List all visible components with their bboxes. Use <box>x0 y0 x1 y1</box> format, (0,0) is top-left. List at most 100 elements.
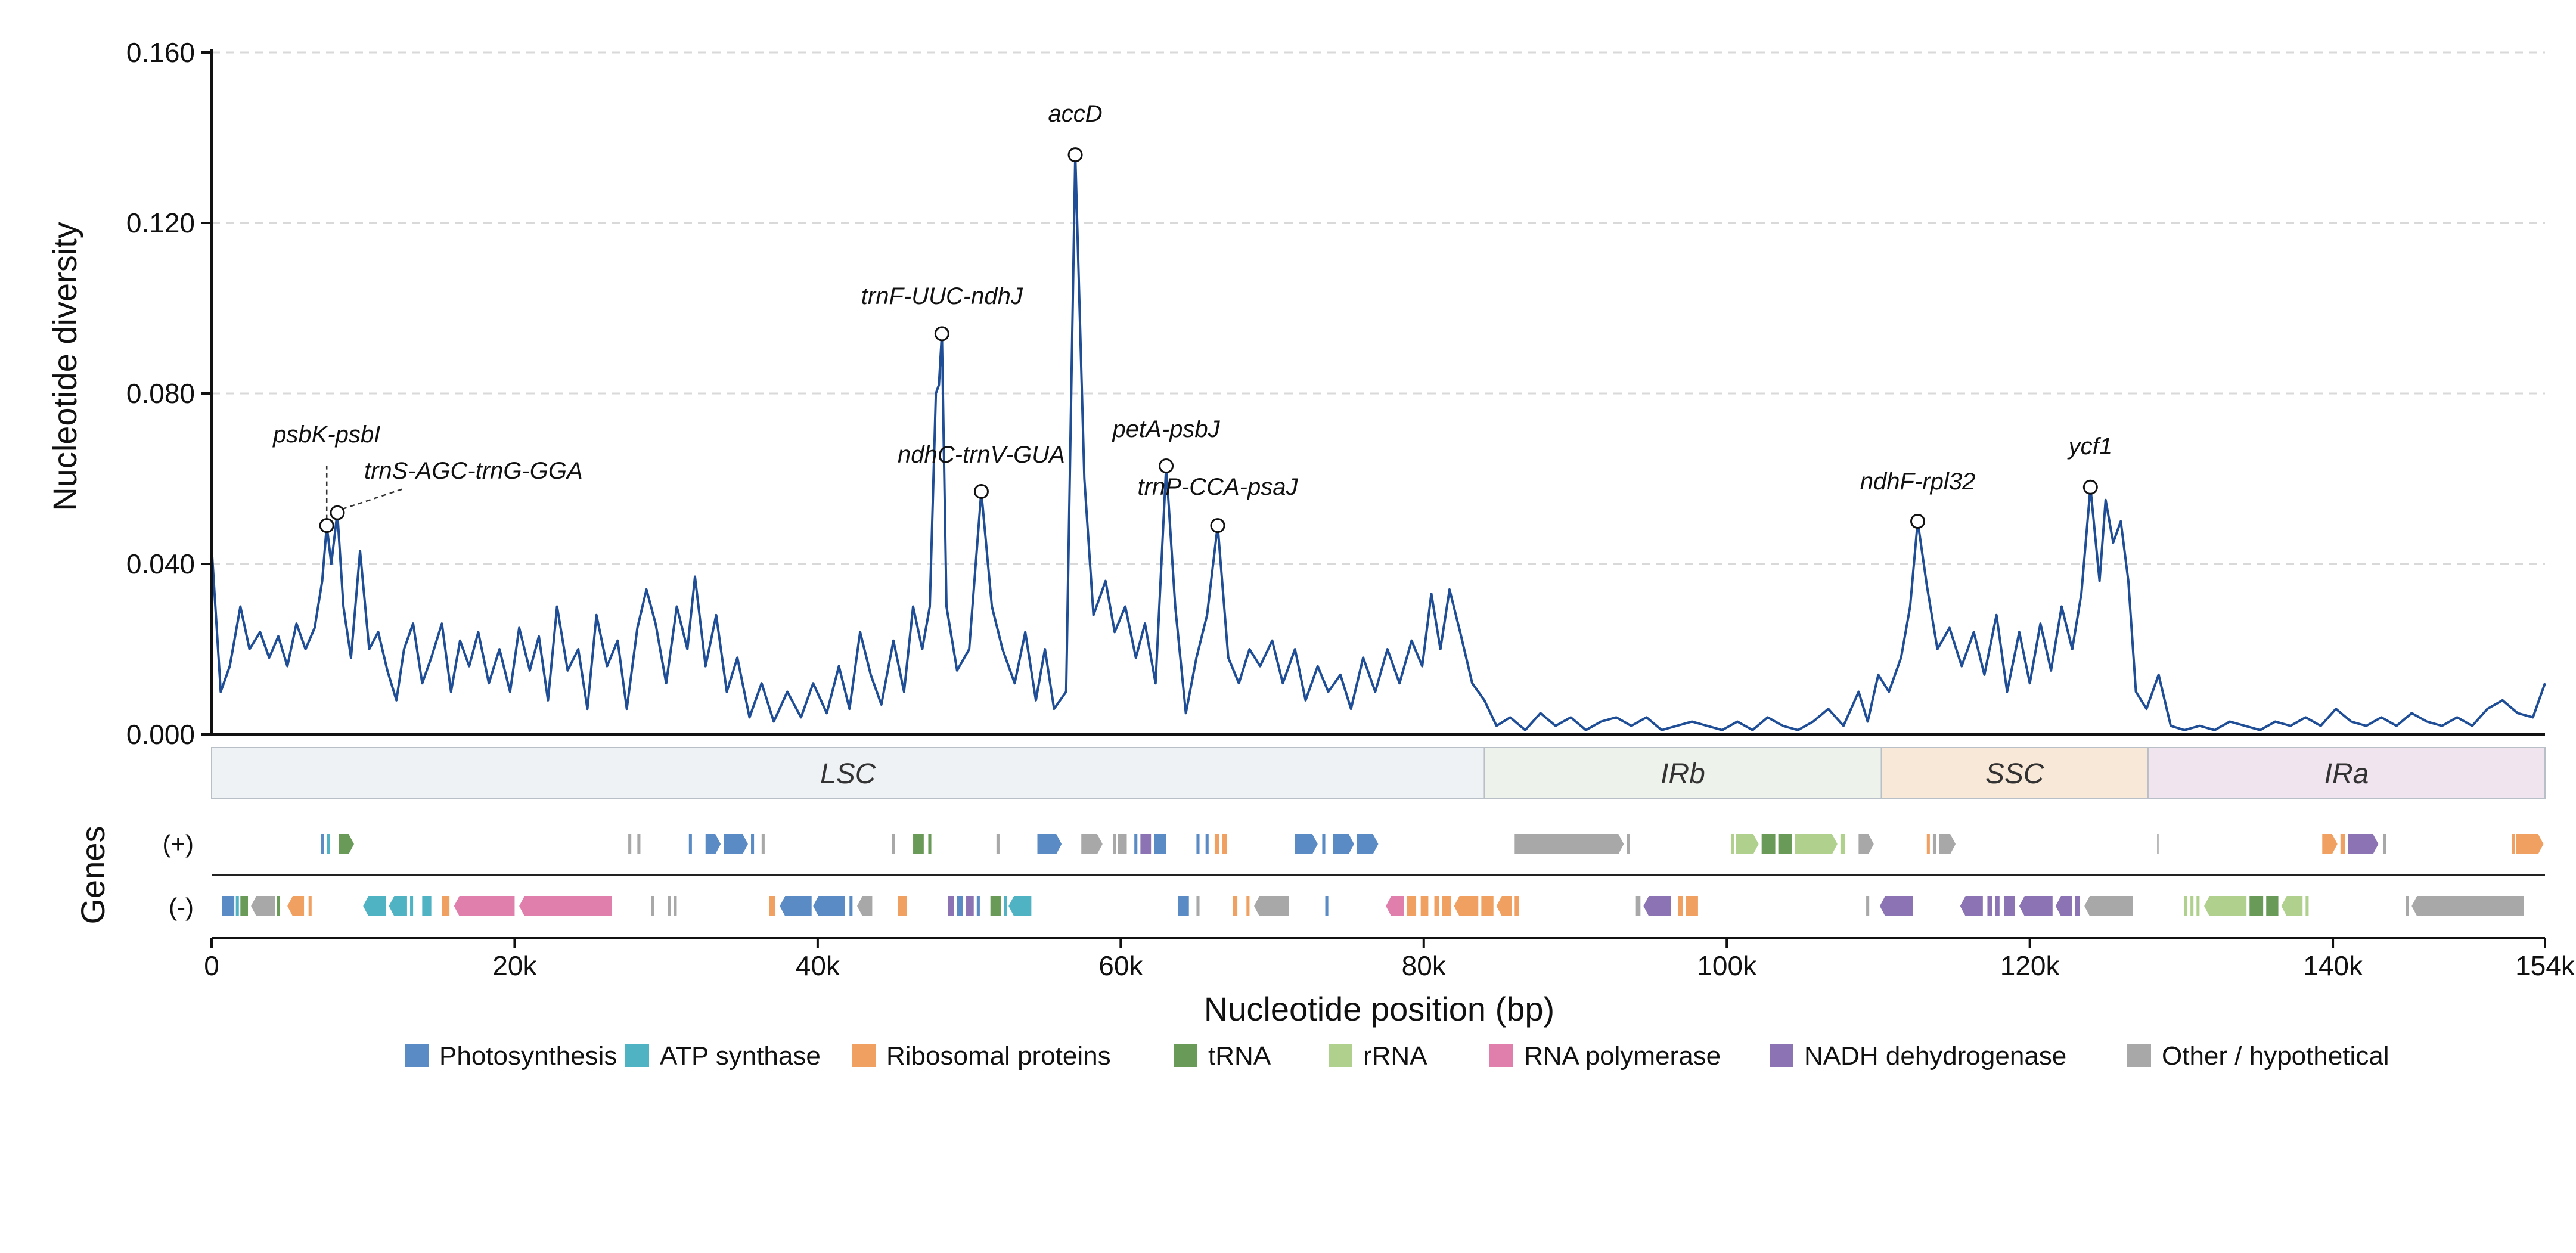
gene-plus <box>1295 834 1318 854</box>
gene-plus <box>339 834 354 854</box>
gene-minus <box>1643 896 1671 916</box>
peak-marker <box>1159 458 1174 474</box>
gene-minus <box>1960 896 1983 916</box>
gene-minus <box>1496 896 1512 916</box>
peak-marker <box>330 505 345 520</box>
legend-label: rRNA <box>1363 1041 1427 1071</box>
gene-minus <box>674 896 677 916</box>
x-tick-label: 120k <box>2000 950 2060 981</box>
gene-minus <box>519 896 612 916</box>
gene-minus <box>2196 896 2200 916</box>
legend: Photosynthesis ATP synthase Ribosomal prot… <box>405 1041 2389 1071</box>
gene-minus <box>2184 896 2188 916</box>
gene-plus <box>1939 834 1956 854</box>
gene-plus <box>1761 834 1776 854</box>
gene-minus <box>948 896 954 916</box>
gene-minus <box>1879 896 1913 916</box>
region-ssc <box>1880 747 2149 799</box>
gene-minus <box>251 896 275 916</box>
gene-plus <box>1081 834 1103 854</box>
gene-minus <box>2249 896 2264 916</box>
gene-plus <box>1214 834 1219 854</box>
gene-minus <box>2305 896 2309 916</box>
gene-plus <box>327 834 330 854</box>
x-tick-label: 140k <box>2303 950 2363 981</box>
gene-plus <box>1736 834 1759 854</box>
gene-minus <box>1178 896 1189 916</box>
gene-minus <box>957 896 963 916</box>
gene-minus <box>2281 896 2303 916</box>
gene-minus <box>1686 896 1698 916</box>
gene-minus <box>240 896 249 916</box>
peak-label: ndhC-trnV-GUA <box>898 442 1065 468</box>
gene-minus <box>2266 896 2279 916</box>
gene-plus <box>2322 834 2338 854</box>
gene-plus <box>1196 834 1200 854</box>
region-label: SSC <box>1985 758 2044 790</box>
x-tick-label: 40k <box>796 950 840 981</box>
gene-plus <box>1926 834 1930 854</box>
gene-minus <box>1635 896 1641 916</box>
gene-plus <box>637 834 641 854</box>
gene-plus <box>1858 834 1874 854</box>
gene-minus <box>1995 896 2000 916</box>
gene-minus <box>454 896 515 916</box>
gene-minus <box>769 896 775 916</box>
legend-label: Ribosomal proteins <box>886 1041 1111 1071</box>
gene-minus <box>363 896 386 916</box>
gene-minus <box>1987 896 1992 916</box>
diversity-line <box>210 153 2546 731</box>
gene-minus <box>2406 896 2409 916</box>
gene-minus <box>976 896 980 916</box>
gene-plus <box>1113 834 1116 854</box>
x-tick-label: 0 <box>204 950 219 981</box>
peak-label: ycf1 <box>2067 433 2112 460</box>
gene-track <box>212 834 2545 916</box>
x-tick-label: 60k <box>1098 950 1143 981</box>
region-label: IRa <box>2324 758 2369 790</box>
y-tick-label: 0.080 <box>126 378 195 409</box>
region-label: IRb <box>1661 758 1705 790</box>
gene-plus <box>1514 834 1624 854</box>
gene-minus <box>990 896 1001 916</box>
gene-minus <box>2411 896 2524 916</box>
legend-label: Photosynthesis <box>439 1041 617 1071</box>
legend-swatch-other <box>2127 1044 2151 1067</box>
gene-plus <box>1037 834 1062 854</box>
gene-plus <box>688 834 692 854</box>
gene-minus <box>1866 896 1870 916</box>
gene-plus <box>1118 834 1127 854</box>
gene-plus <box>1795 834 1838 854</box>
gene-minus <box>1514 896 1519 916</box>
gene-minus <box>1008 896 1032 916</box>
gene-plus <box>1627 834 1630 854</box>
gene-plus <box>1840 834 1845 854</box>
legend-label: tRNA <box>1208 1041 1271 1071</box>
gene-plus <box>1778 834 1792 854</box>
gene-minus <box>277 896 280 916</box>
y-tick-label: 0.160 <box>126 37 195 68</box>
gene-minus <box>2055 896 2072 916</box>
y-tick-label: 0.120 <box>126 207 195 238</box>
gene-plus <box>1932 834 1936 854</box>
gene-minus <box>2190 896 2194 916</box>
x-tick-label: 20k <box>492 950 537 981</box>
peak-label: trnP-CCA-psaJ <box>1138 474 1299 500</box>
peak-marker <box>973 483 989 499</box>
gene-minus <box>780 896 812 916</box>
gene-minus <box>410 896 414 916</box>
region-lsc <box>211 747 1485 799</box>
legend-swatch-ribosomal <box>852 1044 876 1067</box>
minus-strand-label: (-) <box>169 893 194 921</box>
peak-marker <box>1210 518 1225 534</box>
legend-swatch-photosynthesis <box>405 1044 429 1067</box>
peak-marker <box>1910 514 1926 529</box>
peak-leader-line <box>342 488 404 510</box>
peak-marker <box>934 326 949 342</box>
gene-minus <box>668 896 671 916</box>
peak-marker <box>319 518 334 534</box>
x-tick-label: 100k <box>1697 950 1757 981</box>
gene-plus <box>1134 834 1138 854</box>
gene-minus <box>856 896 873 916</box>
